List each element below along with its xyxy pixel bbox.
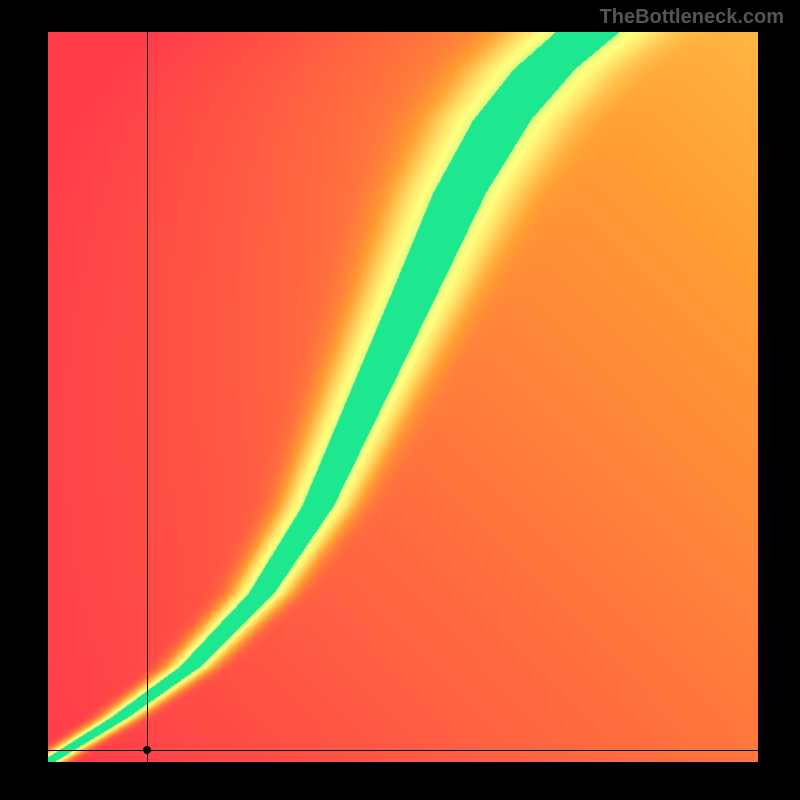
watermark-text: TheBottleneck.com — [600, 6, 784, 29]
heatmap-canvas — [48, 32, 758, 762]
heatmap-plot — [48, 32, 758, 762]
